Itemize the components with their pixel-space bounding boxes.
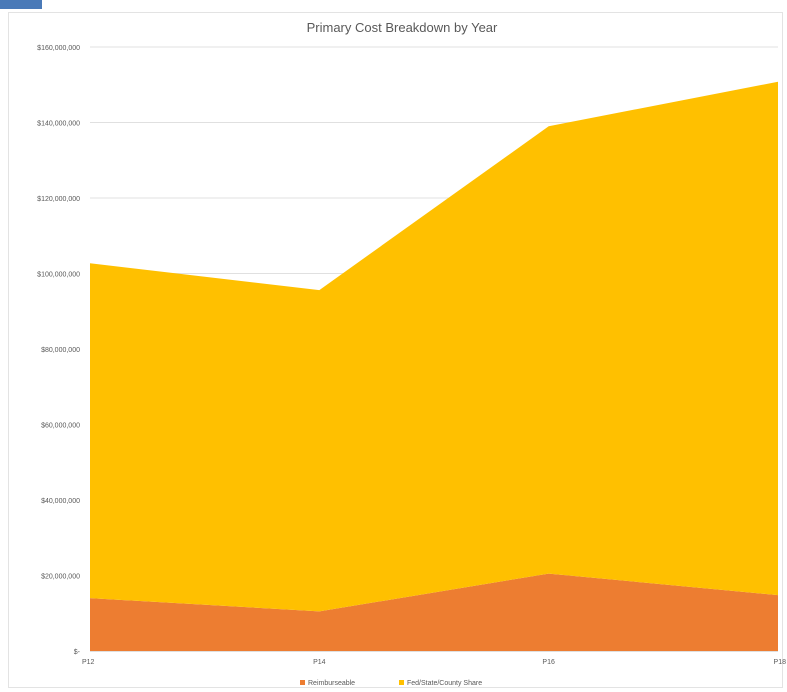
y-tick-label: $160,000,000 [37, 45, 80, 52]
chart-title: Primary Cost Breakdown by Year [307, 20, 498, 35]
y-tick-label: $140,000,000 [37, 121, 80, 128]
legend-label: Reimburseable [308, 680, 355, 687]
area-fed-state-county-share [90, 81, 778, 612]
chart-frame [8, 12, 783, 688]
x-axis-tick-labels: P12 P14 P16 P18 [82, 659, 786, 666]
x-tick-label: P12 [82, 659, 95, 666]
y-axis-tick-labels: $- $20,000,000 $40,000,000 $60,000,000 $80,0… [37, 45, 80, 656]
y-tick-label: $20,000,000 [41, 574, 80, 581]
x-tick-label: P16 [542, 659, 555, 666]
legend-swatch [300, 680, 305, 685]
area-reimburseable [90, 573, 778, 651]
legend-label: Fed/State/County Share [407, 680, 482, 687]
legend: Reimburseable Fed/State/County Share [300, 680, 482, 687]
y-tick-label: $60,000,000 [41, 423, 80, 430]
y-tick-label: $120,000,000 [37, 196, 80, 203]
y-tick-label: $- [74, 649, 81, 656]
y-tick-label: $40,000,000 [41, 498, 80, 505]
x-tick-label: P14 [313, 659, 326, 666]
legend-swatch [399, 680, 404, 685]
x-tick-label: P18 [774, 659, 787, 666]
corner-tab [0, 0, 42, 9]
y-tick-label: $100,000,000 [37, 272, 80, 279]
area-series [90, 81, 778, 651]
y-tick-label: $80,000,000 [41, 347, 80, 354]
